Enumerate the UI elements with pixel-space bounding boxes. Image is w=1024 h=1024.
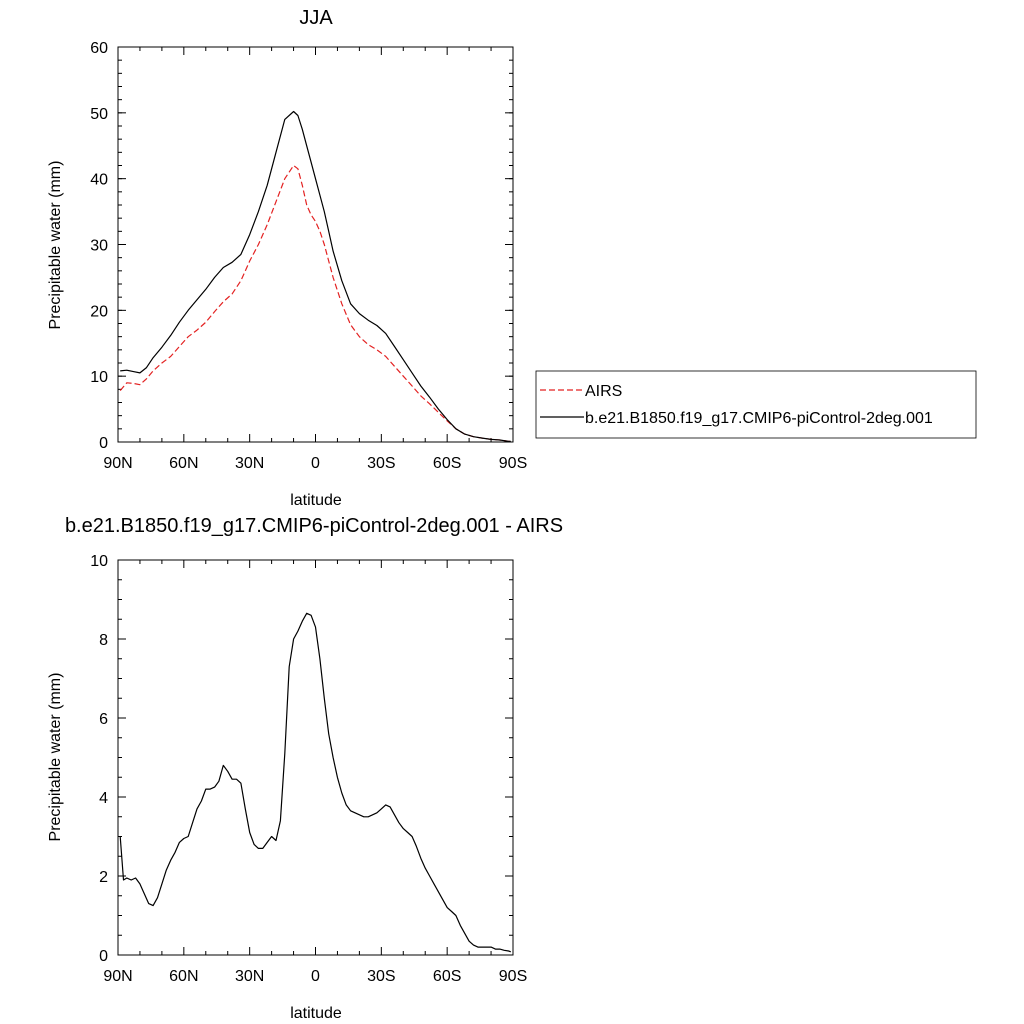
series-line-1-0 bbox=[119, 612, 512, 953]
top-chart-title: JJA bbox=[299, 7, 333, 29]
x-tick-label: 30N bbox=[235, 968, 264, 985]
y-tick-label: 4 bbox=[99, 790, 108, 807]
bottom-y-axis-label: Precipitable water (mm) bbox=[47, 673, 64, 842]
y-tick-label: 40 bbox=[90, 172, 108, 189]
x-tick-label: 90S bbox=[499, 455, 527, 472]
y-tick-label: 10 bbox=[90, 369, 108, 386]
legend-label-airs: AIRS bbox=[585, 383, 622, 400]
x-tick-label: 60N bbox=[169, 968, 198, 985]
x-tick-label: 60S bbox=[433, 968, 461, 985]
top-axes-ticks: 90N 60N 30N 0 30S 60S 90S 0 10 20 30 40 50 60 bbox=[90, 40, 527, 472]
top-series-lines bbox=[119, 110, 511, 442]
legend-label-model: b.e21.B1850.f19_g17.CMIP6-piControl-2deg… bbox=[585, 410, 933, 427]
series-line-0-0 bbox=[119, 164, 511, 442]
top-y-axis-label: Precipitable water (mm) bbox=[47, 161, 64, 330]
top-panel: JJA latitude Precipitable water (mm) 90N… bbox=[47, 7, 527, 509]
x-tick-label: 30N bbox=[235, 455, 264, 472]
y-tick-label: 50 bbox=[90, 106, 108, 123]
y-tick-label: 10 bbox=[90, 553, 108, 570]
bottom-x-axis-label: latitude bbox=[290, 1005, 342, 1022]
y-tick-label: 0 bbox=[99, 435, 108, 452]
bottom-axes-ticks: 90N 60N 30N 0 30S 60S 90S 0 2 4 6 8 10 bbox=[90, 553, 527, 985]
bottom-panel: b.e21.B1850.f19_g17.CMIP6-piControl-2deg… bbox=[47, 515, 563, 1022]
y-tick-label: 6 bbox=[99, 711, 108, 728]
x-tick-label: 30S bbox=[367, 455, 395, 472]
y-tick-label: 30 bbox=[90, 238, 108, 255]
x-tick-label: 60S bbox=[433, 455, 461, 472]
y-tick-label: 20 bbox=[90, 303, 108, 320]
bottom-chart-title: b.e21.B1850.f19_g17.CMIP6-piControl-2deg… bbox=[65, 515, 563, 537]
x-tick-label: 60N bbox=[169, 455, 198, 472]
x-tick-label: 90N bbox=[103, 968, 132, 985]
top-plot-frame bbox=[117, 46, 514, 443]
y-tick-label: 0 bbox=[99, 948, 108, 965]
x-tick-label: 90S bbox=[499, 968, 527, 985]
y-tick-label: 60 bbox=[90, 40, 108, 57]
y-tick-label: 8 bbox=[99, 632, 108, 649]
top-x-axis-label: latitude bbox=[290, 492, 342, 509]
x-tick-label: 90N bbox=[103, 455, 132, 472]
x-tick-label: 0 bbox=[311, 968, 320, 985]
legend: AIRS b.e21.B1850.f19_g17.CMIP6-piControl… bbox=[535, 370, 977, 439]
x-tick-label: 30S bbox=[367, 968, 395, 985]
bottom-plot-frame bbox=[117, 559, 514, 956]
x-tick-label: 0 bbox=[311, 455, 320, 472]
legend-box bbox=[535, 370, 977, 439]
y-tick-label: 2 bbox=[99, 869, 108, 886]
bottom-series-lines bbox=[119, 612, 512, 953]
series-line-0-1 bbox=[120, 110, 511, 442]
